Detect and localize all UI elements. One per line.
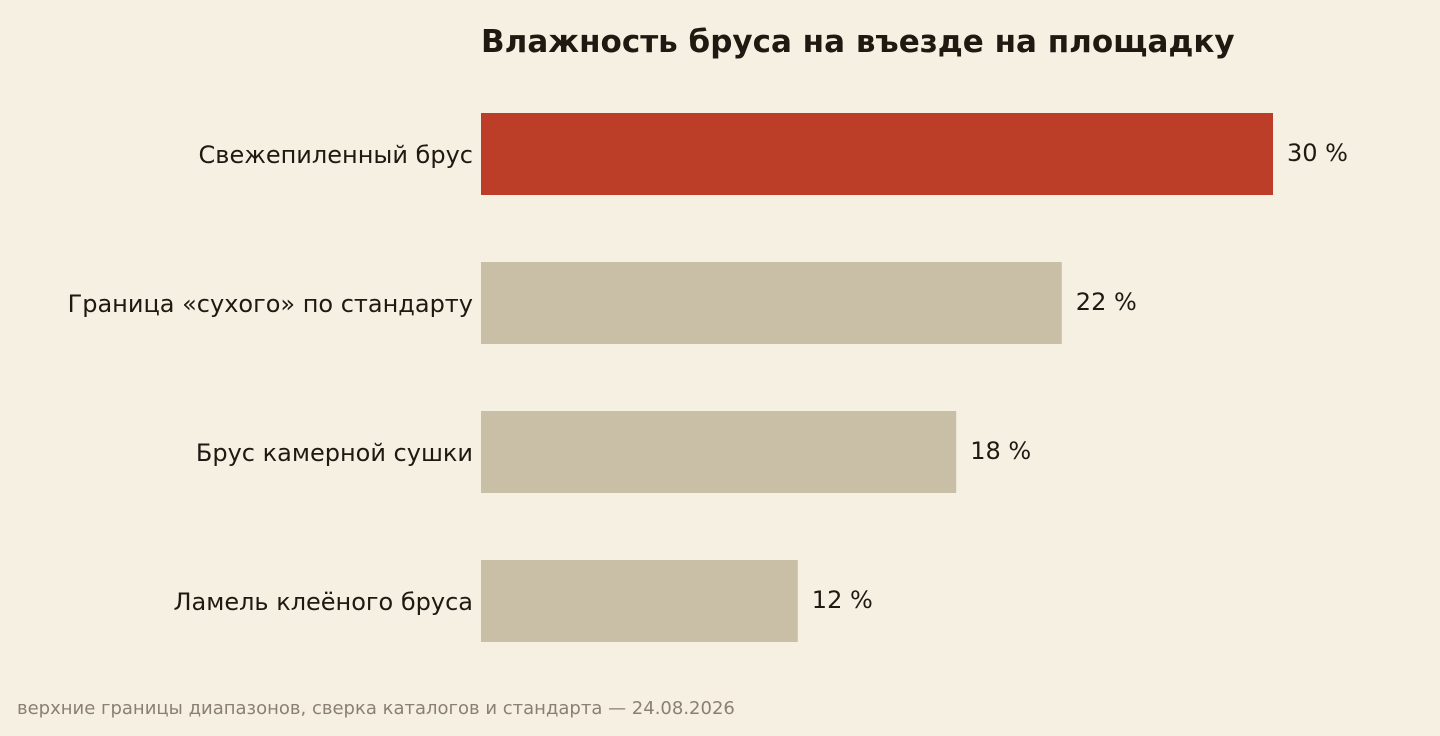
- bar: [481, 560, 798, 642]
- value-label: 12 %: [812, 586, 873, 614]
- bar: [481, 411, 957, 493]
- category-label: Ламель клеёного бруса: [173, 588, 473, 616]
- category-label: Граница «сухого» по стандарту: [68, 290, 473, 318]
- value-label: 18 %: [970, 437, 1031, 465]
- value-label: 22 %: [1076, 288, 1137, 316]
- category-label: Брус камерной сушки: [196, 439, 473, 467]
- bar: [481, 262, 1062, 344]
- category-label: Свежепиленный брус: [199, 141, 473, 169]
- value-label: 30 %: [1287, 139, 1348, 167]
- chart-title: Влажность бруса на въезде на площадку: [481, 24, 1235, 60]
- bars-layer: Свежепиленный брус 30 % Граница «сухого» п…: [68, 113, 1348, 642]
- footnote: верхние границы диапазонов, сверка катал…: [17, 698, 735, 719]
- bar: [481, 113, 1273, 195]
